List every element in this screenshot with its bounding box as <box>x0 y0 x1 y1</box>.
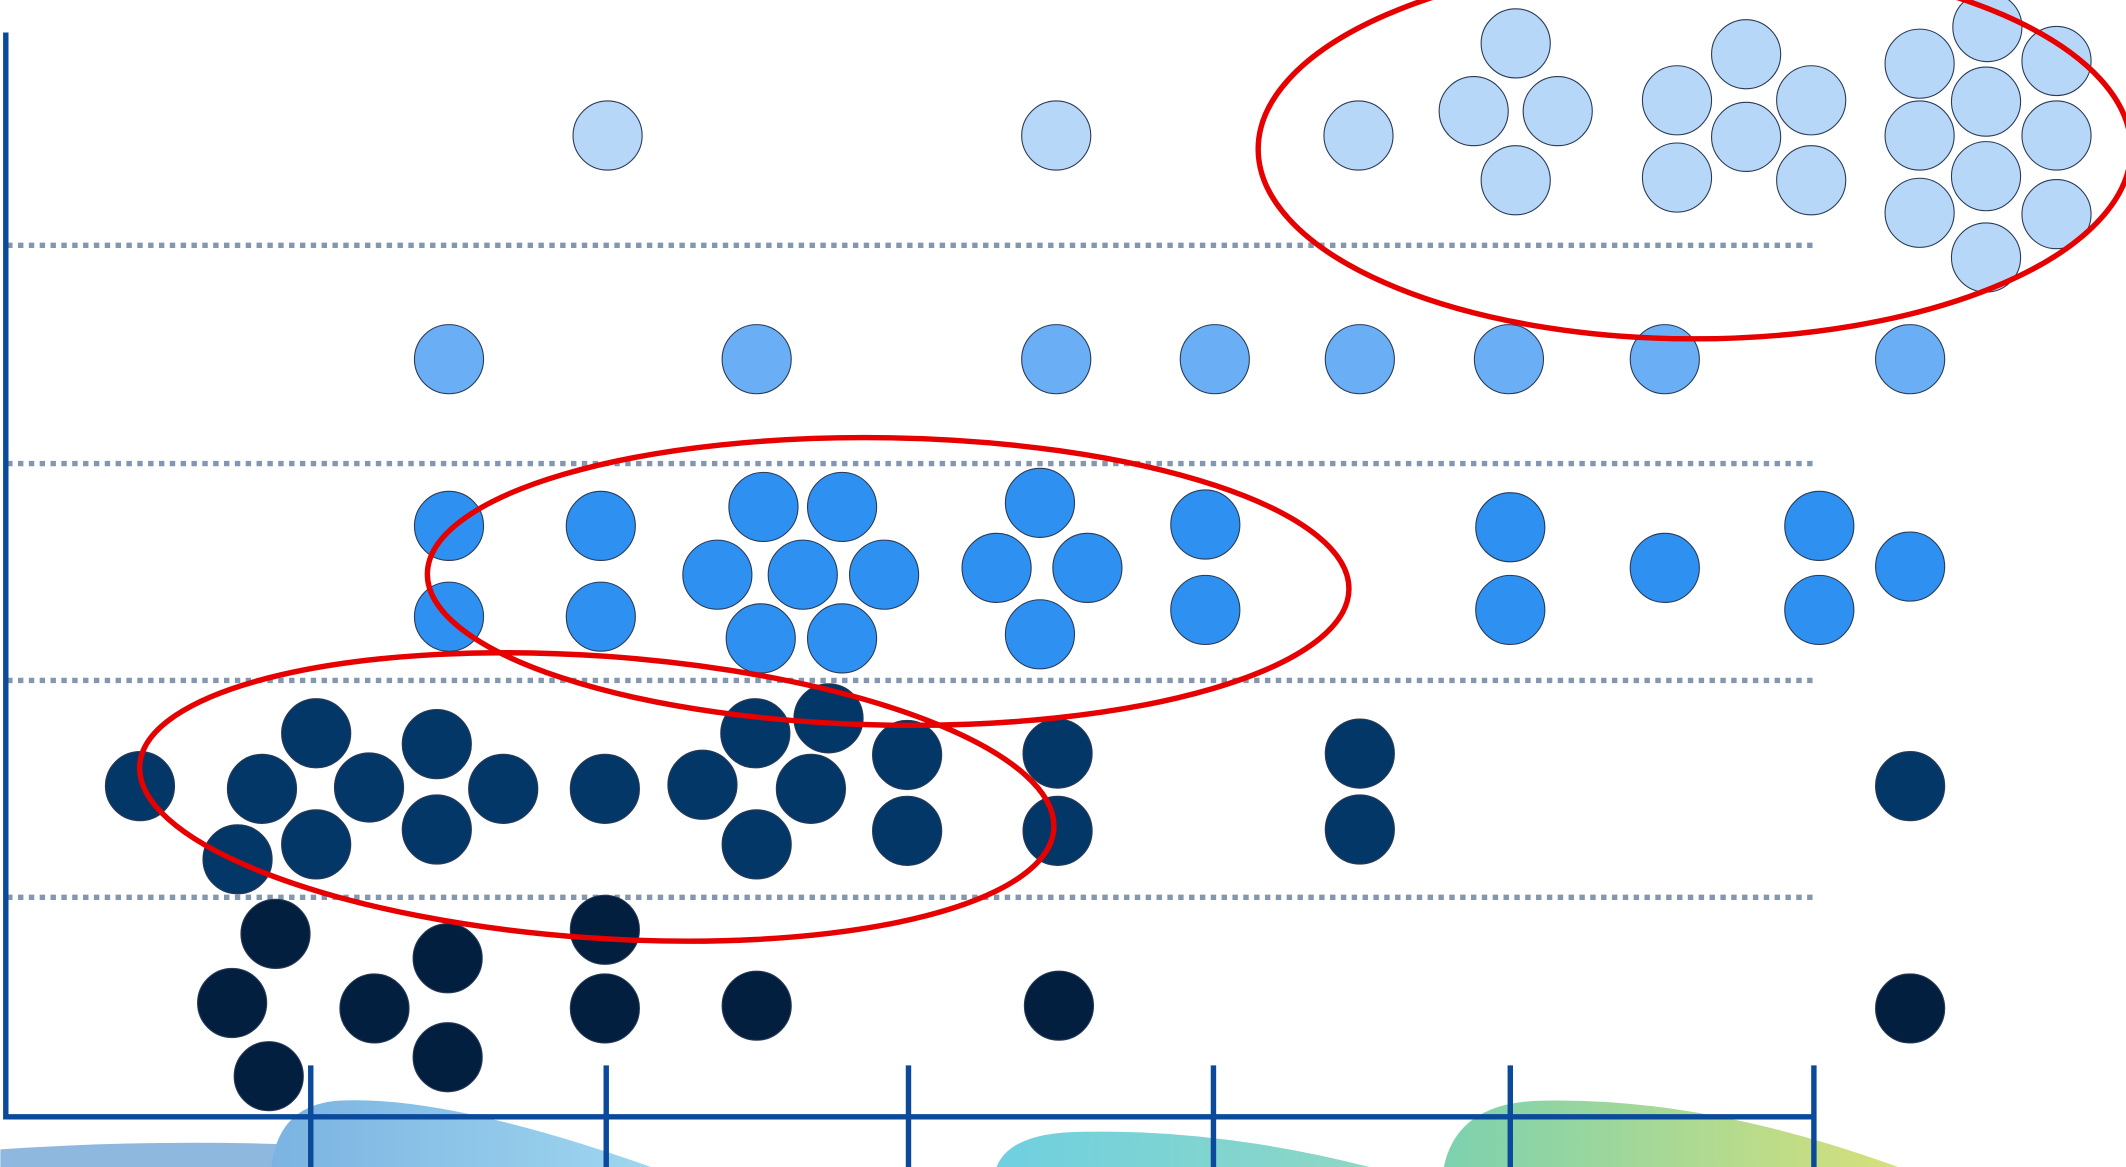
dot <box>1170 489 1241 560</box>
dot <box>1179 324 1250 395</box>
dot <box>721 970 792 1041</box>
dot <box>1324 718 1395 789</box>
dot <box>1323 100 1394 171</box>
dot <box>806 603 878 674</box>
dot <box>413 490 485 562</box>
dot <box>572 100 643 171</box>
dot <box>565 581 636 652</box>
dot <box>667 749 738 820</box>
highlight-ellipse <box>424 434 1352 729</box>
axes <box>3 32 1817 1167</box>
dot <box>226 753 298 824</box>
wave-shape <box>0 1142 326 1167</box>
dot <box>233 1041 304 1112</box>
dot <box>806 471 878 543</box>
dot <box>1776 65 1847 136</box>
dot <box>1776 145 1847 216</box>
dot <box>1480 145 1551 216</box>
wave-shape <box>996 1131 1370 1167</box>
dot <box>1641 65 1713 136</box>
background-shapes <box>0 1100 1898 1167</box>
dot <box>1438 76 1509 147</box>
dot <box>401 794 472 865</box>
dot <box>412 1022 483 1093</box>
dot <box>1022 718 1093 789</box>
dot <box>1784 574 1855 646</box>
dot <box>872 795 943 866</box>
dot <box>281 698 352 769</box>
dot <box>961 532 1032 604</box>
dot <box>1875 973 1946 1044</box>
dot <box>1023 970 1095 1041</box>
dot <box>775 753 847 824</box>
wave-shape <box>271 1100 651 1167</box>
dot <box>1884 28 1955 99</box>
dot <box>1004 467 1076 538</box>
highlight-ellipse <box>1255 0 2126 342</box>
dot <box>1522 76 1593 147</box>
dot <box>240 898 311 969</box>
dot <box>1884 100 1955 171</box>
dot <box>339 973 410 1044</box>
dot <box>682 539 753 610</box>
dot <box>1475 574 1546 646</box>
dot <box>1950 141 2022 212</box>
dot <box>1022 795 1093 866</box>
dot <box>2021 25 2092 97</box>
dot <box>1641 142 1713 213</box>
dot <box>468 753 539 824</box>
dot <box>1884 177 1955 248</box>
dot <box>1324 324 1395 395</box>
dot <box>1021 324 1092 395</box>
dot <box>1711 101 1782 173</box>
dot <box>2021 179 2092 250</box>
dot <box>1004 599 1076 670</box>
dot <box>1480 8 1551 79</box>
dot <box>569 894 640 965</box>
dot <box>1629 324 1700 395</box>
dot <box>1629 532 1700 604</box>
dot <box>1475 492 1546 563</box>
dot <box>197 967 268 1039</box>
dot <box>1875 531 1946 602</box>
dot <box>725 603 796 674</box>
dot <box>1324 794 1395 865</box>
dot <box>281 809 352 880</box>
dot <box>569 753 640 824</box>
dot <box>848 539 920 610</box>
dot <box>569 973 640 1044</box>
dot <box>1052 532 1123 604</box>
dot <box>413 324 485 395</box>
dot <box>1473 324 1545 395</box>
dot <box>333 752 405 823</box>
dot <box>1875 324 1946 395</box>
dot <box>721 809 792 880</box>
highlight-rings <box>136 0 2126 944</box>
dot <box>401 709 472 780</box>
dot <box>1021 100 1092 171</box>
dot <box>720 698 791 769</box>
dot <box>1784 490 1855 562</box>
dots <box>104 0 2092 1112</box>
dot <box>1875 751 1946 822</box>
dot <box>872 719 943 791</box>
dot <box>1711 19 1782 90</box>
dot <box>412 923 483 994</box>
dot <box>728 471 799 543</box>
dot <box>565 490 636 562</box>
highlight-ellipse <box>136 650 1057 944</box>
dot <box>2021 100 2092 171</box>
dot <box>767 539 838 610</box>
dot <box>1170 574 1241 646</box>
dot <box>721 324 792 395</box>
dot <box>1950 66 2022 137</box>
grid <box>7 242 1814 900</box>
